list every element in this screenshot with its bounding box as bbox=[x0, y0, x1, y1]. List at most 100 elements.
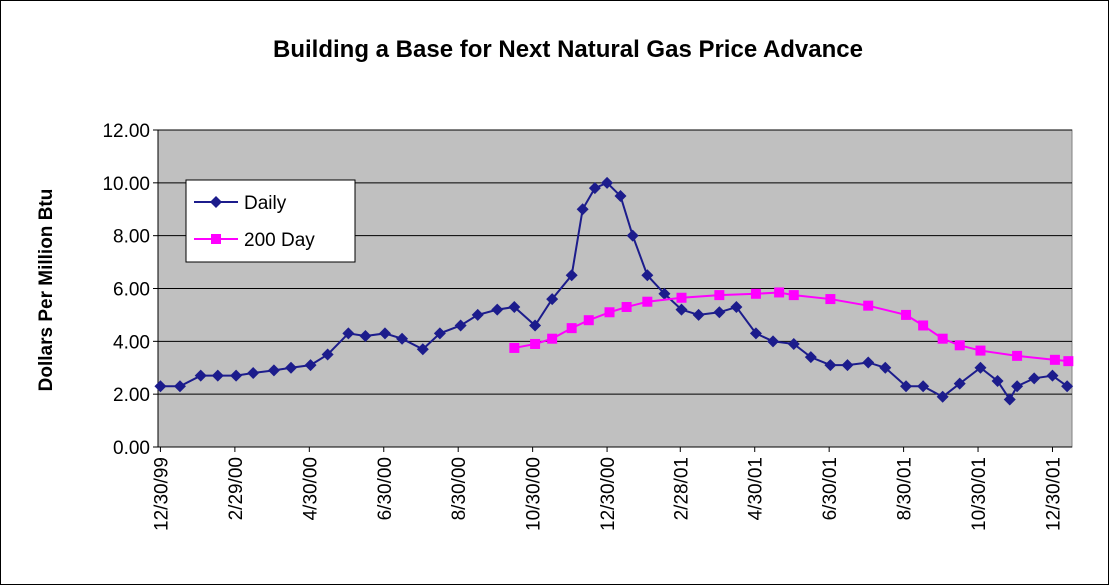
data-point bbox=[658, 287, 671, 300]
data-point bbox=[825, 294, 836, 305]
data-point bbox=[565, 269, 578, 282]
data-point bbox=[1003, 393, 1016, 406]
data-point bbox=[267, 364, 280, 377]
data-point bbox=[824, 359, 837, 372]
legend-marker bbox=[211, 234, 221, 244]
data-point bbox=[416, 343, 429, 356]
data-point bbox=[508, 300, 521, 313]
x-tick-label: 12/30/99 bbox=[151, 457, 172, 531]
data-point bbox=[730, 300, 743, 313]
data-point bbox=[767, 335, 780, 348]
data-point bbox=[675, 303, 688, 316]
data-point bbox=[641, 269, 654, 282]
x-tick-label: 2/29/00 bbox=[226, 457, 247, 520]
data-point bbox=[1063, 356, 1074, 367]
data-point bbox=[588, 182, 601, 195]
data-point bbox=[509, 342, 520, 353]
data-point bbox=[583, 315, 594, 326]
data-point bbox=[471, 308, 484, 321]
data-point bbox=[547, 333, 558, 344]
data-point bbox=[917, 380, 930, 393]
data-point bbox=[230, 369, 243, 382]
data-point bbox=[879, 361, 892, 374]
data-point bbox=[566, 323, 577, 334]
data-point bbox=[285, 361, 298, 374]
y-tick-label: 10.00 bbox=[102, 174, 150, 195]
data-point bbox=[530, 338, 541, 349]
data-point bbox=[194, 369, 207, 382]
data-point bbox=[576, 203, 589, 216]
data-point bbox=[396, 332, 409, 345]
y-tick-label: 2.00 bbox=[113, 385, 150, 406]
data-point bbox=[749, 327, 762, 340]
data-point bbox=[953, 377, 966, 390]
y-axis-label: Dollars Per Million Btu bbox=[36, 189, 57, 392]
data-point bbox=[1011, 380, 1024, 393]
data-point bbox=[774, 287, 785, 298]
y-tick-label: 4.00 bbox=[113, 332, 150, 353]
data-point bbox=[900, 380, 913, 393]
data-point bbox=[304, 359, 317, 372]
data-point bbox=[676, 292, 687, 303]
data-point bbox=[626, 229, 639, 242]
x-tick-label: 4/30/01 bbox=[746, 457, 767, 520]
data-point bbox=[321, 348, 334, 361]
data-point bbox=[433, 327, 446, 340]
data-point bbox=[901, 309, 912, 320]
y-tick-label: 6.00 bbox=[113, 280, 150, 301]
x-tick-label: 4/30/00 bbox=[300, 457, 321, 520]
data-point bbox=[863, 300, 874, 311]
legend-marker bbox=[210, 196, 222, 208]
data-point bbox=[211, 369, 224, 382]
data-point bbox=[173, 380, 186, 393]
data-point bbox=[359, 330, 372, 343]
data-point bbox=[154, 380, 167, 393]
data-point bbox=[787, 337, 800, 350]
x-tick-label: 8/30/01 bbox=[895, 457, 916, 520]
data-point bbox=[604, 307, 615, 318]
data-point bbox=[936, 390, 949, 403]
data-point bbox=[804, 351, 817, 364]
data-point bbox=[1012, 350, 1023, 361]
data-point bbox=[642, 296, 653, 307]
data-point bbox=[862, 356, 875, 369]
data-point bbox=[614, 190, 627, 203]
y-tick-label: 12.00 bbox=[102, 121, 150, 142]
data-point bbox=[378, 327, 391, 340]
data-point bbox=[750, 288, 761, 299]
data-point bbox=[1046, 369, 1059, 382]
data-point bbox=[546, 293, 559, 306]
y-tick-label: 0.00 bbox=[113, 438, 150, 459]
data-point bbox=[621, 301, 632, 312]
data-point bbox=[788, 290, 799, 301]
legend-box bbox=[185, 179, 356, 263]
x-tick-label: 12/30/00 bbox=[598, 457, 619, 531]
data-point bbox=[918, 320, 929, 331]
data-point bbox=[714, 290, 725, 301]
x-tick-label: 8/30/00 bbox=[449, 457, 470, 520]
x-tick-label: 12/30/01 bbox=[1043, 457, 1064, 531]
data-point bbox=[1049, 354, 1060, 365]
x-tick-label: 10/30/01 bbox=[969, 457, 990, 531]
data-point bbox=[529, 319, 542, 332]
x-tick-label: 10/30/00 bbox=[524, 457, 545, 531]
data-point bbox=[247, 367, 260, 380]
data-point bbox=[692, 308, 705, 321]
data-point bbox=[601, 176, 614, 189]
data-point bbox=[1061, 380, 1074, 393]
data-point bbox=[991, 374, 1004, 387]
y-tick-label: 8.00 bbox=[113, 227, 150, 248]
data-point bbox=[937, 333, 948, 344]
data-point bbox=[713, 306, 726, 319]
data-point bbox=[954, 340, 965, 351]
data-point bbox=[454, 319, 467, 332]
data-point bbox=[974, 361, 987, 374]
chart-title: Building a Base for Next Natural Gas Pri… bbox=[273, 36, 863, 63]
data-point bbox=[841, 359, 854, 372]
x-tick-label: 2/28/01 bbox=[671, 457, 692, 520]
x-tick-label: 6/30/01 bbox=[820, 457, 841, 520]
data-point bbox=[975, 345, 986, 356]
data-point bbox=[342, 327, 355, 340]
data-point bbox=[491, 303, 504, 316]
